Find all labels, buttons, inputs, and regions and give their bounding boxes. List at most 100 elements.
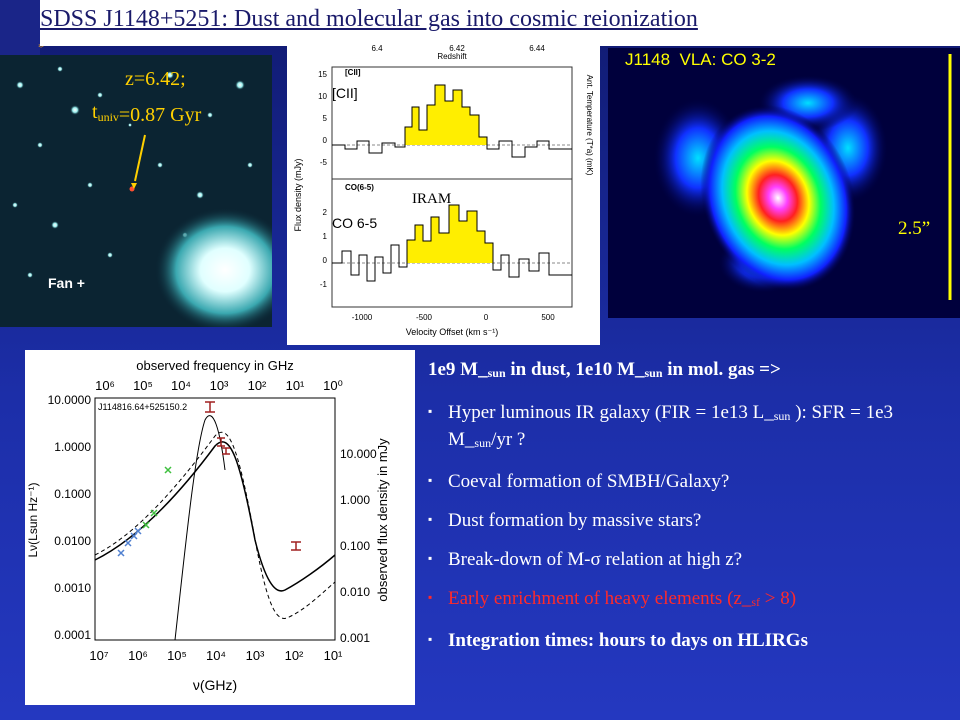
plot-frame: [331, 66, 573, 308]
top-tick: 10¹: [286, 378, 305, 393]
redshift-tick: 6.44: [529, 45, 545, 53]
velocity-tick: -500: [416, 313, 433, 322]
bullet-marker: ▪: [428, 404, 433, 418]
star: [97, 92, 103, 98]
subscript: sun: [474, 436, 492, 450]
text-run: /yr ?: [491, 429, 526, 450]
text-run: in dust, 1e10 M_: [505, 359, 645, 380]
sed-model-dashed: [94, 431, 336, 619]
telescope-label: IRAM: [412, 191, 451, 207]
bottom-tick: 10²: [285, 648, 304, 663]
left-tick: 1.0000: [54, 440, 91, 454]
x-axis-label: ν(GHz): [193, 677, 237, 693]
bullet-item: ▪ Hyper luminous IR galaxy (FIR = 1e13 L_…: [428, 399, 958, 455]
left-tick: 0.0010: [54, 581, 91, 595]
co-line-fill: [407, 205, 493, 263]
flux-tick: -1: [320, 280, 328, 289]
top-tick: 10³: [210, 378, 229, 393]
subscript: sf: [751, 595, 761, 609]
bullet-item: ▪ Coeval formation of SMBH/Galaxy?: [428, 468, 958, 494]
map-label: J1148 VLA: CO 3-2: [625, 50, 776, 69]
text-run: in mol. gas =>: [662, 359, 781, 380]
age-text: t: [92, 101, 98, 123]
star: [196, 191, 204, 199]
bullet-marker: ▪: [428, 473, 433, 487]
right-tick: 1.000: [340, 493, 370, 507]
data-points: [205, 401, 301, 551]
velocity-ticks: -1000 -500 0 500: [352, 313, 555, 322]
right-tick: 0.001: [340, 631, 370, 645]
flux-tick: 15: [318, 70, 327, 79]
redshift-ticks: 6.4 6.42 6.44: [371, 45, 545, 53]
subscript: sun: [487, 366, 506, 380]
spectra-panel: Redshift 6.4 6.42 6.44 [CII] [CII] CO(6-5)…: [287, 45, 600, 345]
quasar: [129, 186, 135, 192]
flux-tick: 5: [323, 114, 328, 123]
stars: [12, 66, 253, 278]
bullet-marker: ▪: [428, 512, 433, 526]
top-axis-label: observed frequency in GHz: [136, 358, 294, 373]
right-tick: 0.100: [340, 539, 370, 553]
cii-spectrum: [332, 84, 572, 158]
pointer-arrow: [134, 134, 146, 182]
velocity-tick: -1000: [352, 313, 373, 322]
x-axis-label: Velocity Offset (km s⁻¹): [406, 327, 499, 337]
sed-plot: J114816.64+525150.2 observed frequency i…: [25, 350, 415, 705]
subscript: sun: [773, 409, 791, 423]
bottom-tick: 10⁵: [167, 648, 187, 663]
left-tick: 0.0001: [54, 628, 91, 642]
star: [27, 272, 33, 278]
text-run: Hyper luminous IR galaxy (FIR = 1e13 L_: [448, 402, 774, 423]
star: [87, 182, 93, 188]
galaxy: [155, 208, 272, 327]
right-axis-label: Ant. Temperature (T*a) (mK): [585, 75, 594, 176]
bullet-marker: ▪: [428, 590, 433, 604]
age-label: tuniv=0.87 Gyr: [92, 101, 202, 126]
top-tick: 10⁵: [133, 378, 153, 393]
text-run: Coeval formation of SMBH/Galaxy?: [448, 471, 730, 492]
flux-tick: 0: [323, 256, 328, 265]
bullet-item: ▪ Early enrichment of heavy elements (z_s…: [428, 585, 958, 614]
left-tick: 10.0000: [48, 393, 92, 407]
star: [157, 162, 163, 168]
bullet-marker: ▪: [428, 632, 433, 646]
velocity-tick: 0: [484, 313, 489, 322]
optical-image: z=6.42; tuniv=0.87 Gyr Fan +: [0, 55, 272, 327]
text-run: Integration times: hours to days on HLIR…: [448, 630, 808, 651]
redshift-tick: 6.4: [371, 45, 383, 53]
co-tag: CO(6-5): [345, 183, 374, 192]
flux-tick: 10: [318, 92, 327, 101]
velocity-tick: 500: [541, 313, 555, 322]
star: [57, 66, 63, 72]
arrow-head: [131, 183, 137, 189]
y-axis-label: Flux density (mJy): [293, 158, 303, 231]
plot-frame: [94, 397, 336, 641]
age-sub: univ: [98, 110, 119, 124]
plot-bg: [25, 350, 415, 705]
bullet-list: 1e9 M_sun in dust, 1e10 M_sun in mol. ga…: [428, 358, 958, 666]
sed-model: [94, 441, 336, 592]
bullet-item: ▪ Break-down of M-σ relation at high z?: [428, 546, 958, 572]
redshift-axis-label: Redshift: [437, 52, 467, 61]
star: [207, 112, 213, 118]
text-run: Early enrichment of heavy elements (z_: [448, 588, 752, 609]
star: [107, 252, 113, 258]
bullet-item: ▪ Integration times: hours to days on HLI…: [428, 627, 958, 653]
star: [12, 202, 18, 208]
bottom-tick: 10³: [246, 648, 265, 663]
subscript: sun: [644, 366, 663, 380]
right-axis-label: observed flux density in mJy: [375, 438, 390, 602]
top-tick: 10⁶: [95, 378, 115, 393]
bottom-tick: 10⁴: [206, 648, 226, 663]
star: [16, 81, 24, 89]
age-text: =0.87 Gyr: [119, 104, 202, 126]
cii-label: [CII]: [332, 85, 358, 101]
synchrotron-curve: [174, 415, 226, 641]
y-axis-label: Lν(Lsun Hz⁻¹): [26, 482, 40, 557]
bullet-heading: 1e9 M_sun in dust, 1e10 M_sun in mol. ga…: [428, 358, 958, 385]
flux-tick: 2: [323, 208, 328, 217]
scale-label: 2.5”: [898, 218, 930, 239]
data-points: [142, 466, 172, 529]
